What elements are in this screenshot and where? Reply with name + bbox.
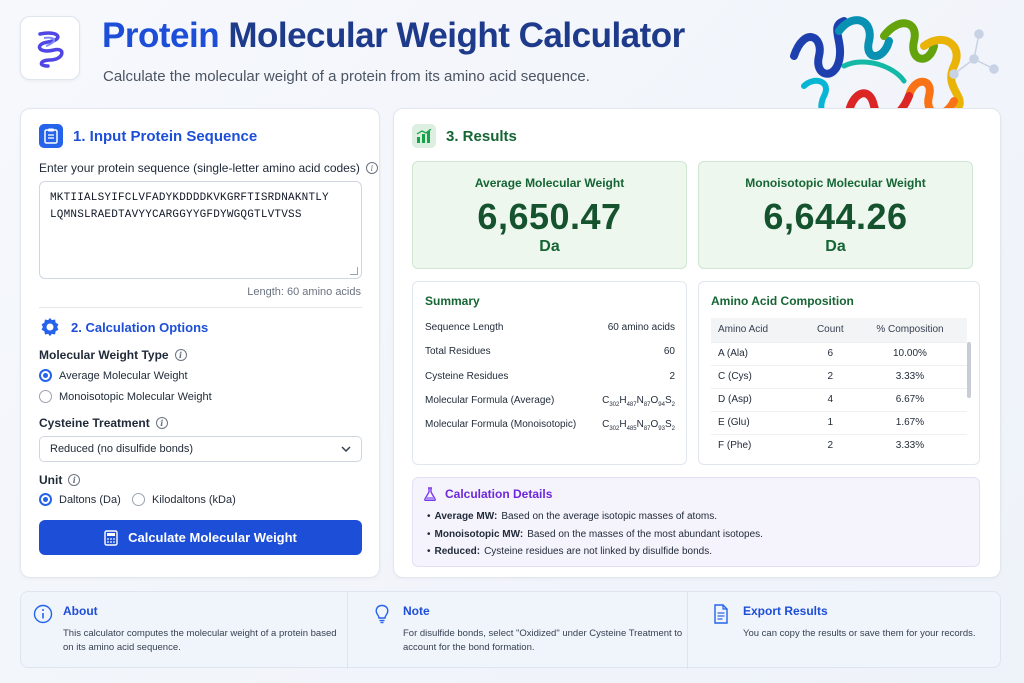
summary-row: Molecular Formula (Monoisotopic) C302H48…: [425, 419, 675, 432]
radio-dot[interactable]: [39, 390, 52, 403]
formula-average: C302H487N87O94S2: [602, 395, 675, 408]
average-mw-value: 6,650.47: [477, 196, 622, 237]
sequence-length: Length: 60 amino acids: [247, 286, 361, 298]
sequence-textarea[interactable]: MKTIIALSYIFCLVFADYKDDDDKVKGRFTISRDNAKNTL…: [39, 181, 362, 279]
table-row: C (Cys) 2 3.33%: [711, 364, 967, 388]
flask-icon: [424, 487, 436, 501]
table-scrollbar[interactable]: [967, 342, 971, 398]
molecule-decoration-icon: [949, 29, 999, 79]
options-section-title: 2. Calculation Options: [71, 319, 209, 335]
info-circle-icon: [33, 604, 53, 624]
table-row: E (Glu) 1 1.67%: [711, 410, 967, 434]
options-section-header: 2. Calculation Options: [39, 316, 208, 338]
average-mw-card: Average Molecular Weight 6,650.47 Da: [412, 161, 687, 269]
radio-dot[interactable]: [132, 493, 145, 506]
input-section-title: 1. Input Protein Sequence: [73, 127, 258, 145]
details-row: • Reduced: Cysteine residues are not linke…: [427, 546, 712, 557]
clipboard-icon: [39, 124, 63, 148]
page-title: Protein Molecular Weight Calculator: [102, 16, 685, 55]
lightbulb-icon: [375, 604, 389, 624]
page-subtitle: Calculate the molecular weight of a prot…: [103, 68, 590, 85]
about-section: About This calculator computes the molec…: [21, 592, 347, 669]
radio-monoisotopic-mw[interactable]: Monoisotopic Molecular Weight: [39, 390, 212, 403]
unit-label: Unit i: [39, 473, 81, 487]
radio-daltons[interactable]: Daltons (Da): [39, 493, 121, 506]
composition-table: Amino Acid Count % Composition A (Ala) 6 1…: [711, 318, 967, 457]
monoisotopic-mw-value: 6,644.26: [763, 196, 908, 237]
protein-logo-icon: [20, 16, 80, 80]
radio-dot[interactable]: [39, 369, 52, 382]
details-row: • Monoisotopic MW: Based on the masses of …: [427, 529, 763, 540]
composition-box: Amino Acid Composition Amino Acid Count …: [698, 281, 980, 465]
sequence-label: Enter your protein sequence (single-lett…: [39, 161, 378, 175]
footer-divider: [347, 592, 348, 669]
formula-monoisotopic: C302H485N87O93S2: [602, 419, 675, 432]
chevron-down-icon: [341, 446, 351, 452]
resize-handle[interactable]: [350, 267, 358, 275]
monoisotopic-mw-card: Monoisotopic Molecular Weight 6,644.26 D…: [698, 161, 973, 269]
app-header: Protein Molecular Weight Calculator Calc…: [20, 14, 1004, 124]
info-footer: About This calculator computes the molec…: [20, 591, 1001, 669]
summary-row: Total Residues 60: [425, 346, 675, 357]
export-section: Export Results You can copy the results …: [701, 592, 1001, 669]
info-icon[interactable]: i: [365, 162, 378, 174]
radio-kilodaltons[interactable]: Kilodaltons (kDa): [132, 493, 236, 506]
summary-row: Cysteine Residues 2: [425, 371, 675, 382]
input-panel: 1. Input Protein Sequence Enter your pro…: [20, 108, 380, 578]
results-section-header: 3. Results: [412, 124, 517, 148]
cysteine-select[interactable]: Reduced (no disulfide bonds): [39, 436, 362, 462]
table-row: A (Ala) 6 10.00%: [711, 341, 967, 365]
mw-type-label: Molecular Weight Type i: [39, 348, 187, 362]
calculate-button[interactable]: Calculate Molecular Weight: [39, 520, 362, 555]
divider: [39, 307, 362, 308]
cysteine-label: Cysteine Treatment i: [39, 416, 168, 430]
document-icon: [714, 604, 728, 624]
table-header-row: Amino Acid Count % Composition: [711, 318, 967, 342]
table-row: F (Phe) 2 3.33%: [711, 433, 967, 457]
details-row: • Average MW: Based on the average isotopi…: [427, 511, 717, 522]
note-section: Note For disulfide bonds, select "Oxidiz…: [361, 592, 687, 669]
summary-row: Sequence Length 60 amino acids: [425, 322, 675, 333]
results-section-title: 3. Results: [446, 127, 517, 145]
radio-average-mw[interactable]: Average Molecular Weight: [39, 369, 188, 382]
gear-icon: [41, 317, 59, 337]
info-icon[interactable]: i: [174, 349, 187, 361]
summary-box: Summary Sequence Length 60 amino acids To…: [412, 281, 687, 465]
info-icon[interactable]: i: [68, 474, 81, 486]
calculator-icon: [104, 529, 118, 546]
table-row: D (Asp) 4 6.67%: [711, 387, 967, 411]
radio-dot[interactable]: [39, 493, 52, 506]
summary-row: Molecular Formula (Average) C302H487N87O…: [425, 395, 675, 408]
info-icon[interactable]: i: [155, 417, 168, 429]
results-panel: 3. Results Average Molecular Weight 6,65…: [393, 108, 1001, 578]
footer-divider: [687, 592, 688, 669]
details-header: Calculation Details: [423, 487, 552, 501]
calculation-details: Calculation Details • Average MW: Based on…: [412, 477, 980, 567]
input-section-header: 1. Input Protein Sequence: [39, 124, 257, 148]
bar-chart-icon: [412, 124, 436, 148]
